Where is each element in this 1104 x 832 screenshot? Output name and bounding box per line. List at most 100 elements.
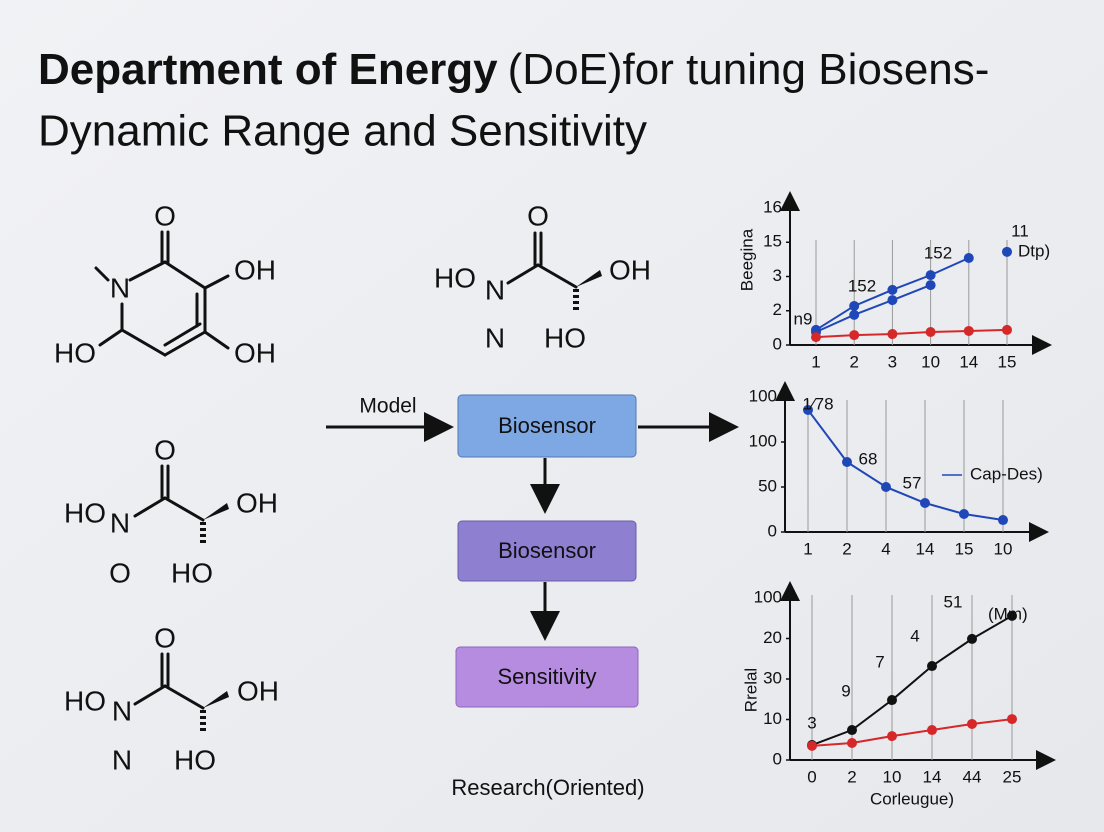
point	[887, 284, 898, 295]
x-tick-label: 14	[959, 352, 978, 371]
y-tick-label: 20	[763, 628, 782, 647]
point	[1002, 246, 1012, 257]
y-tick-label: 2	[773, 300, 782, 319]
title-line2: Dynamic Range and Sensitivity	[38, 107, 647, 156]
series-line	[815, 284, 931, 333]
point	[967, 633, 977, 644]
atom: O	[527, 200, 549, 231]
atom: OH	[236, 487, 278, 518]
y-axis-label: Rrelal	[741, 668, 760, 712]
point	[1007, 714, 1017, 725]
atom: N	[112, 695, 132, 726]
annotation: 51	[944, 592, 963, 611]
y-tick-label: 100	[749, 386, 777, 405]
x-tick-label: 0	[807, 767, 816, 786]
flow-box-label: Sensitivity	[497, 664, 596, 689]
x-tick-label: 10	[994, 539, 1013, 558]
flow: Model Biosensor Biosensor Sensitivity Re…	[326, 394, 739, 800]
x-tick-label: 3	[888, 352, 897, 371]
point	[887, 695, 897, 706]
flow-box	[457, 394, 637, 458]
point	[920, 498, 930, 509]
point	[925, 270, 936, 281]
annotation: 1⁄78	[802, 394, 833, 413]
point	[963, 253, 974, 264]
y-tick-label: 50	[758, 476, 777, 495]
y-tick-label: 0	[773, 749, 782, 768]
point	[811, 332, 821, 343]
x-tick-label: 25	[1003, 767, 1022, 786]
y-tick-label: 0	[768, 521, 777, 540]
point	[887, 731, 897, 742]
point	[963, 325, 974, 336]
point	[849, 300, 860, 311]
atom: HO	[171, 557, 213, 588]
molecule: O HO N OH N HO	[64, 622, 279, 775]
point	[842, 456, 852, 467]
x-tick-label: 2	[847, 767, 856, 786]
y-tick-label: 10	[763, 709, 782, 728]
title-bold: Department of Energy	[38, 45, 498, 94]
annotation: 3	[807, 713, 816, 732]
series-line	[807, 409, 1004, 522]
atom: O	[154, 200, 176, 231]
point	[849, 330, 860, 341]
x-tick-label: 10	[921, 352, 940, 371]
atom: N	[110, 507, 130, 538]
point	[807, 740, 817, 751]
point	[927, 725, 937, 736]
y-tick-label: 15	[763, 232, 782, 251]
annotation: 9	[841, 681, 850, 700]
annotation: 11	[1011, 221, 1029, 240]
x-tick-label: 1	[803, 539, 812, 558]
annotation: 152	[924, 243, 952, 262]
atom: HO	[64, 497, 106, 528]
annotation: 68	[859, 449, 878, 468]
atom: N	[112, 744, 132, 775]
series-line	[811, 718, 1013, 747]
point	[847, 737, 857, 748]
point	[1007, 610, 1017, 621]
atom: HO	[434, 262, 476, 293]
flow-box-label: Biosensor	[498, 538, 596, 563]
x-tick-label: 10	[883, 767, 902, 786]
atom: O	[154, 622, 176, 653]
atom: N	[485, 274, 505, 305]
atom: OH	[234, 337, 276, 368]
atom: HO	[54, 337, 96, 368]
x-tick-label: 2	[842, 539, 851, 558]
point	[847, 725, 857, 736]
annotation: n9	[794, 309, 813, 328]
series-line	[811, 614, 1013, 746]
point	[925, 280, 936, 291]
flow-footer: Research(Oriented)	[451, 775, 644, 800]
atom: OH	[234, 254, 276, 285]
atom: OH	[609, 254, 651, 285]
atom: HO	[544, 322, 586, 353]
point	[998, 515, 1008, 526]
point	[803, 404, 813, 415]
flow-box	[457, 520, 637, 582]
flow-box	[455, 646, 639, 708]
y-tick-label: 3	[773, 266, 782, 285]
atom: HO	[174, 744, 216, 775]
atom: N	[485, 322, 505, 353]
x-tick-label: 4	[881, 539, 890, 558]
point	[959, 509, 969, 519]
x-tick-label: 2	[849, 352, 858, 371]
atom: N	[110, 272, 130, 303]
x-tick-label: 15	[998, 352, 1017, 371]
point	[925, 326, 936, 337]
annotation: 7	[875, 652, 884, 671]
x-tick-label: 1	[811, 352, 820, 371]
title-line: Department of Energy (DoE)for tuning Bios…	[38, 45, 989, 94]
point	[849, 309, 860, 320]
legend-label: Dtp)	[1018, 241, 1050, 260]
point	[881, 482, 891, 492]
point	[887, 329, 898, 340]
atom: OH	[237, 675, 279, 706]
point	[1002, 324, 1012, 335]
x-tick-label: 14	[916, 539, 935, 558]
